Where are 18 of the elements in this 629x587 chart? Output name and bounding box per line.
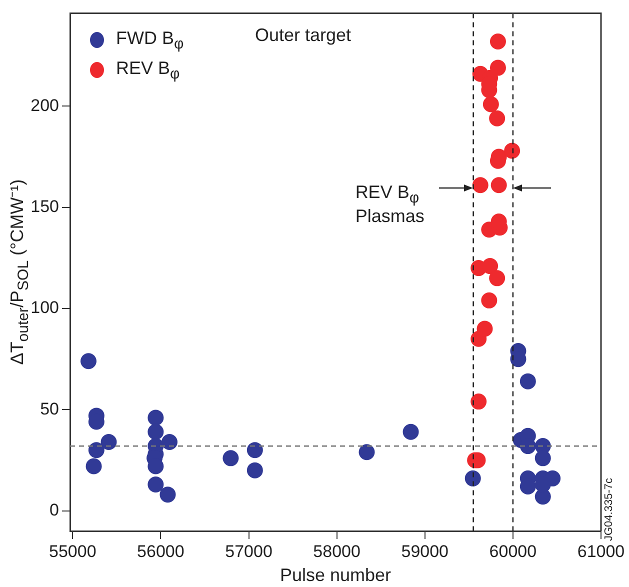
x-tick-label: 60000 (489, 542, 537, 561)
annotation: Outer target (255, 25, 352, 46)
x-tick-label: 58000 (313, 542, 360, 561)
x-axis-title: Pulse number (280, 565, 392, 586)
y-tick-label: 0 (50, 500, 59, 520)
y-tick-label: 150 (30, 197, 59, 216)
x-tick-label: 59000 (401, 542, 449, 561)
x-tick-label: 55000 (49, 542, 96, 561)
y-tick-label: 200 (30, 96, 59, 115)
legend-label: REV B$_{φ}$ (116, 58, 180, 82)
annotation: REV B$_{φ}$ Plasmas (355, 182, 426, 228)
y-tick-label: 100 (30, 298, 59, 318)
y-tick-label: 50 (40, 399, 59, 418)
x-tick-label: 61000 (577, 542, 625, 561)
x-tick-label: 56000 (137, 542, 184, 561)
x-tick-label: 57000 (225, 542, 272, 561)
legend-label: FWD B$_{φ}$ (116, 28, 184, 52)
text: JG04.335-7c (603, 478, 615, 541)
